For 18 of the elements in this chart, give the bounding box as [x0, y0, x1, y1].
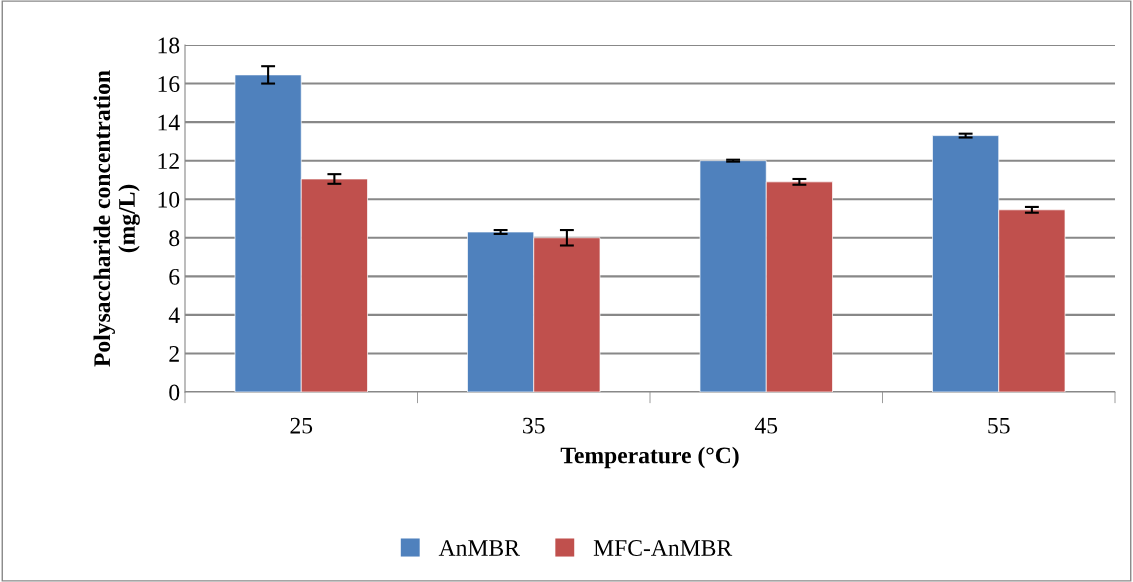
x-tick-label: 45: [754, 417, 778, 434]
y-tick-label: 10: [158, 191, 180, 208]
x-axis-title: Temperature (°C): [560, 446, 739, 469]
y-axis-title: Polysaccharide concentration (mg/L): [93, 70, 140, 367]
y-tick-label: 14: [158, 114, 180, 131]
y-tick-label: 6: [169, 268, 180, 285]
y-tick-label: 0: [169, 384, 180, 401]
x-tick-label: 25: [290, 417, 313, 434]
y-tick-label: 12: [158, 153, 179, 169]
y-tick-label: 4: [168, 307, 180, 324]
legend-label: MFC-AnMBR: [593, 540, 733, 556]
y-tick-label: 18: [158, 37, 180, 54]
y-tick-label: 2: [169, 346, 179, 362]
x-tick-label: 55: [988, 417, 1010, 434]
legend-label: AnMBR: [438, 540, 520, 556]
y-tick-label: 8: [169, 230, 180, 247]
y-tick-label: 16: [158, 76, 180, 92]
x-tick-label: 35: [523, 417, 545, 434]
